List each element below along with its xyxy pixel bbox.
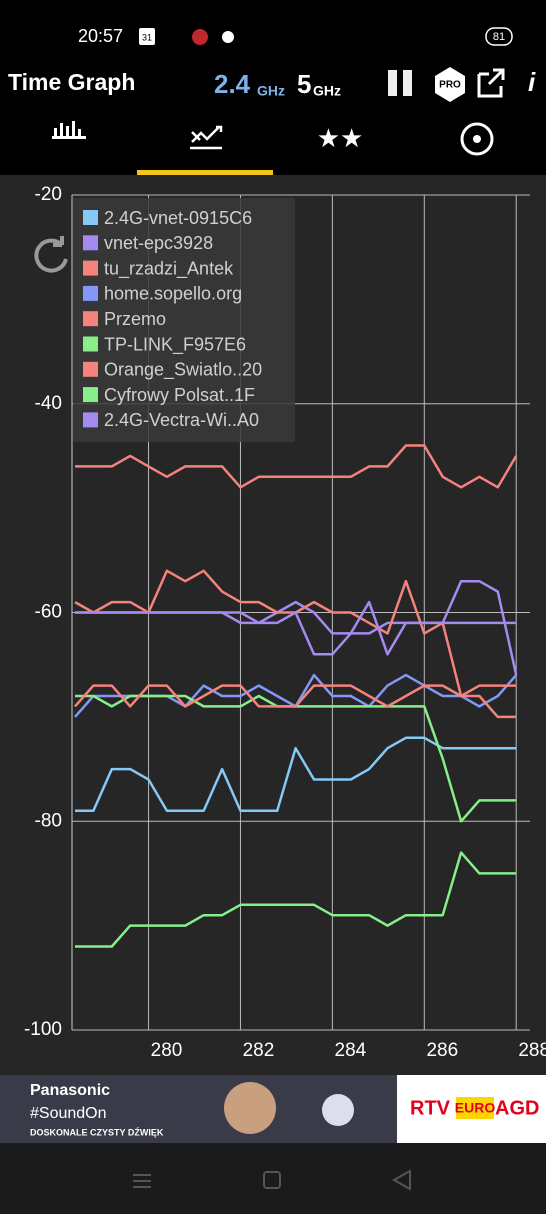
pro-label[interactable]: PRO bbox=[439, 80, 461, 91]
legend-label: Orange_Swiatlo..20 bbox=[104, 360, 262, 381]
band-5[interactable]: 5 bbox=[297, 69, 311, 99]
legend-label: vnet-epc3928 bbox=[104, 233, 213, 253]
legend-label: TP-LINK_F957E6 bbox=[104, 334, 246, 355]
series-line bbox=[75, 851, 517, 948]
legend-label: 2.4G-vnet-0915C6 bbox=[104, 208, 252, 228]
series-line bbox=[75, 600, 517, 656]
calendar-icon bbox=[139, 28, 155, 45]
ad-subline[interactable]: DOSKONALE CZYSTY DŹWIĘK bbox=[30, 1127, 164, 1137]
legend-box bbox=[73, 198, 295, 442]
legend-swatch bbox=[83, 260, 98, 276]
calendar-day: 31 bbox=[142, 32, 152, 42]
battery-level: 81 bbox=[493, 31, 505, 43]
ad-store-box bbox=[456, 1097, 494, 1119]
series-line bbox=[75, 736, 517, 813]
cloud-icon bbox=[222, 31, 234, 43]
x-tick-label: 284 bbox=[335, 1040, 367, 1061]
band-24-unit[interactable]: GHz bbox=[257, 83, 285, 99]
status-time: 20:57 bbox=[78, 26, 123, 46]
x-tick-label: 280 bbox=[151, 1040, 183, 1061]
tab-bars[interactable] bbox=[52, 121, 86, 139]
ad-earbud bbox=[322, 1094, 354, 1126]
legend-swatch bbox=[83, 285, 98, 301]
nav-menu[interactable] bbox=[133, 1174, 151, 1188]
legend-swatch bbox=[83, 336, 98, 352]
legend-label: 2.4G-Vectra-Wi..A0 bbox=[104, 410, 259, 430]
pause-button[interactable] bbox=[388, 70, 397, 96]
app-icon bbox=[192, 29, 208, 45]
plot: -20 -40 -60 -80 -100 280 282 284 286 288 2.4G-vnet… bbox=[24, 184, 546, 1061]
ad-person bbox=[224, 1082, 276, 1134]
y-tick-label: -60 bbox=[35, 602, 62, 623]
tab-time-graph[interactable] bbox=[190, 125, 223, 150]
legend-swatch bbox=[83, 235, 98, 251]
series-line bbox=[74, 684, 517, 708]
info-button[interactable]: i bbox=[528, 67, 536, 97]
y-tick-label: -40 bbox=[35, 393, 62, 414]
y-tick-label: -80 bbox=[35, 810, 62, 831]
nav-bar bbox=[0, 1143, 546, 1214]
tab-ratings[interactable]: ★★ bbox=[317, 123, 364, 153]
band-24[interactable]: 2.4 bbox=[214, 69, 251, 99]
share-button[interactable] bbox=[477, 68, 505, 98]
refresh-button[interactable] bbox=[34, 236, 68, 273]
legend-label: Cyfrowy Polsat..1F bbox=[104, 385, 255, 405]
tab-ap-dot bbox=[473, 135, 481, 143]
pause-button-bar[interactable] bbox=[403, 70, 412, 96]
x-tick-label: 288 bbox=[518, 1040, 546, 1061]
ad-store-2[interactable]: EURO bbox=[455, 1100, 496, 1116]
y-tick-label: -20 bbox=[35, 184, 62, 205]
pro-badge[interactable] bbox=[435, 67, 465, 102]
legend-swatch bbox=[83, 412, 98, 428]
legend-swatch bbox=[83, 387, 98, 403]
legend-swatch bbox=[83, 311, 98, 327]
x-tick-label: 282 bbox=[243, 1040, 275, 1061]
ad-store-1[interactable]: RTV bbox=[410, 1097, 451, 1119]
ad-store-3[interactable]: AGD bbox=[495, 1097, 539, 1119]
band-5-unit[interactable]: GHz bbox=[313, 83, 341, 99]
series-line bbox=[75, 444, 518, 489]
tab-ap[interactable] bbox=[460, 122, 494, 156]
legend-label: home.sopello.org bbox=[104, 284, 242, 304]
app-title: Time Graph bbox=[8, 69, 135, 95]
nav-back[interactable] bbox=[391, 1169, 411, 1191]
legend-swatch bbox=[83, 210, 98, 225]
y-tick-label: -100 bbox=[24, 1019, 62, 1040]
legend-swatch bbox=[83, 361, 98, 377]
legend-label: Przemo bbox=[104, 309, 166, 329]
legend-label: tu_rzadzi_Antek bbox=[104, 258, 234, 279]
ad-brand[interactable]: Panasonic bbox=[30, 1082, 110, 1099]
battery-icon bbox=[485, 27, 513, 46]
tab-indicator bbox=[137, 170, 273, 175]
ad-tagline[interactable]: #SoundOn bbox=[30, 1105, 107, 1122]
x-tick-label: 286 bbox=[426, 1040, 458, 1061]
nav-home[interactable] bbox=[263, 1171, 281, 1189]
